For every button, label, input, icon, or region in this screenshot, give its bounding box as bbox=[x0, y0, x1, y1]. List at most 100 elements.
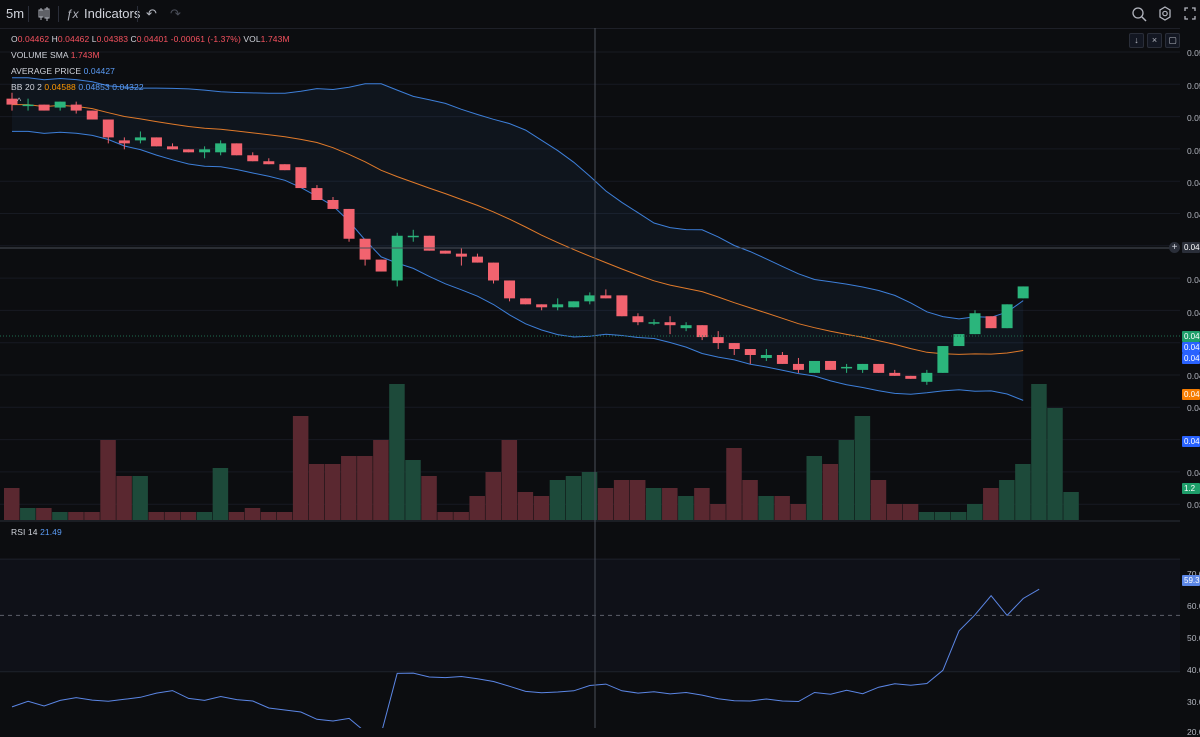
ohlc-legend: O0.04462 H0.04462 L0.04383 C0.04401 -0.0… bbox=[11, 34, 290, 44]
bb-basis-value: 0.04588 bbox=[44, 82, 76, 92]
change-value: -0.00061 (-1.37%) bbox=[170, 34, 241, 44]
volume-bar bbox=[902, 504, 919, 520]
volume-bar bbox=[437, 512, 453, 520]
candle-body bbox=[969, 313, 981, 335]
interval-button[interactable]: 5m bbox=[6, 6, 25, 21]
rsi-tick: 40.0 bbox=[1187, 665, 1200, 675]
rsi-legend[interactable]: RSI 14 21.49 bbox=[11, 527, 62, 537]
volume-sma-legend[interactable]: VOLUME SMA 1.743M bbox=[11, 50, 100, 60]
candle-body bbox=[86, 110, 98, 120]
candle-body bbox=[167, 146, 178, 150]
volume-bar bbox=[4, 488, 20, 520]
bb-legend[interactable]: BB 20 2 0.04588 0.04853 0.04322 bbox=[11, 82, 144, 92]
zoom-search-icon[interactable] bbox=[1131, 0, 1147, 28]
candle-body bbox=[504, 280, 516, 299]
candle-body bbox=[809, 360, 820, 373]
volume-bar bbox=[341, 456, 357, 520]
candle-body bbox=[552, 304, 564, 308]
candle-body bbox=[359, 238, 371, 260]
candle-body bbox=[841, 366, 853, 369]
candle-body bbox=[664, 322, 676, 326]
volume-bar bbox=[581, 472, 598, 520]
candle-body bbox=[776, 354, 788, 364]
volume-bar bbox=[212, 468, 229, 520]
candle-body bbox=[1017, 286, 1029, 299]
candle-body bbox=[632, 316, 644, 323]
crosshair-price-tag: 0.04 bbox=[1182, 242, 1200, 253]
candle-body bbox=[279, 164, 291, 171]
rsi-tick: 50.0 bbox=[1187, 633, 1200, 643]
bb-band-fill bbox=[12, 77, 1024, 401]
collapse-pane-icon[interactable]: × bbox=[1147, 33, 1162, 48]
toolbar-divider bbox=[137, 6, 138, 22]
move-down-icon[interactable]: ↓ bbox=[1129, 33, 1144, 48]
price-tick: 0.04 bbox=[1187, 275, 1200, 285]
indicators-button[interactable]: Indicators bbox=[84, 6, 141, 21]
volume-bar bbox=[646, 488, 662, 520]
volume-bar bbox=[36, 508, 52, 520]
candle-body bbox=[536, 304, 548, 308]
volume-bar bbox=[501, 440, 518, 520]
redo-icon[interactable]: ↷ bbox=[170, 6, 181, 21]
top-toolbar: 5m ƒx Indicators ↶ ↷ bbox=[0, 0, 1200, 29]
volume-bar bbox=[308, 464, 325, 520]
candle-body bbox=[134, 137, 146, 141]
candle-body bbox=[937, 346, 949, 373]
average-price-legend[interactable]: AVERAGE PRICE 0.04427 bbox=[11, 66, 115, 76]
volume-bar bbox=[662, 488, 678, 520]
average-price-value: 0.04427 bbox=[83, 66, 116, 76]
volume-bar bbox=[52, 512, 68, 520]
volume-bar bbox=[806, 456, 822, 520]
price-axis[interactable]: 0.05 0.05 0.05 0.05 0.04 0.04 0.04 0.04 … bbox=[1180, 28, 1200, 737]
price-tick: 0.04 bbox=[1187, 403, 1200, 413]
candle-body bbox=[455, 253, 467, 257]
volume-bar bbox=[357, 456, 373, 520]
candle-body bbox=[391, 235, 403, 281]
high-label: H bbox=[51, 34, 58, 44]
volume-bar bbox=[276, 512, 293, 520]
volume-bar bbox=[453, 512, 469, 520]
rsi-tick: 20.0 bbox=[1187, 727, 1200, 737]
candle-body bbox=[921, 372, 933, 382]
volume-bar bbox=[325, 464, 341, 520]
settings-gear-icon[interactable] bbox=[1157, 0, 1173, 28]
bb-upper-tag: 0.04 bbox=[1182, 342, 1200, 353]
last-price-tag: 0.04 bbox=[1182, 331, 1200, 342]
volume-bar bbox=[196, 512, 213, 520]
volume-value: 1.743M bbox=[260, 34, 290, 44]
candles-icon[interactable] bbox=[36, 0, 52, 28]
rsi-tick: 70.0 bbox=[1187, 569, 1200, 579]
volume-bar bbox=[694, 488, 710, 520]
candle-body bbox=[150, 137, 162, 147]
fullscreen-icon[interactable] bbox=[1182, 0, 1198, 28]
volume-bar bbox=[886, 504, 903, 520]
bb-basis-line bbox=[12, 104, 1024, 355]
candle-body bbox=[471, 256, 483, 263]
add-alert-plus-icon[interactable]: + bbox=[1169, 242, 1180, 253]
price-tick: 0.05 bbox=[1187, 146, 1200, 156]
bb-mid-tag: 0.04 bbox=[1182, 353, 1200, 364]
candle-body bbox=[696, 325, 708, 338]
volume-bar bbox=[164, 512, 180, 520]
maximize-pane-icon[interactable]: ▢ bbox=[1165, 33, 1180, 48]
chart-canvas[interactable] bbox=[0, 28, 1180, 728]
candle-body bbox=[648, 322, 660, 324]
rsi-line bbox=[11, 588, 1040, 728]
volume-bar bbox=[983, 488, 999, 520]
price-tick: 0.04 bbox=[1187, 178, 1200, 188]
candle-body bbox=[568, 301, 580, 308]
volume-bar bbox=[100, 440, 116, 520]
candle-body bbox=[231, 143, 243, 156]
price-tick: 0.04 bbox=[1187, 371, 1200, 381]
volume-bar bbox=[1015, 464, 1031, 520]
volume-bar bbox=[389, 384, 405, 520]
bb-upper-line bbox=[12, 77, 1024, 320]
undo-icon[interactable]: ↶ bbox=[146, 6, 157, 21]
rsi-tag: 59.3 bbox=[1182, 575, 1200, 586]
volume-bar bbox=[405, 460, 421, 520]
volume-bar bbox=[854, 416, 871, 520]
candle-body bbox=[744, 349, 756, 355]
volume-bar bbox=[774, 496, 790, 520]
candle-body bbox=[905, 375, 917, 379]
collapse-legend-chevron-icon[interactable]: ^ bbox=[17, 96, 22, 106]
